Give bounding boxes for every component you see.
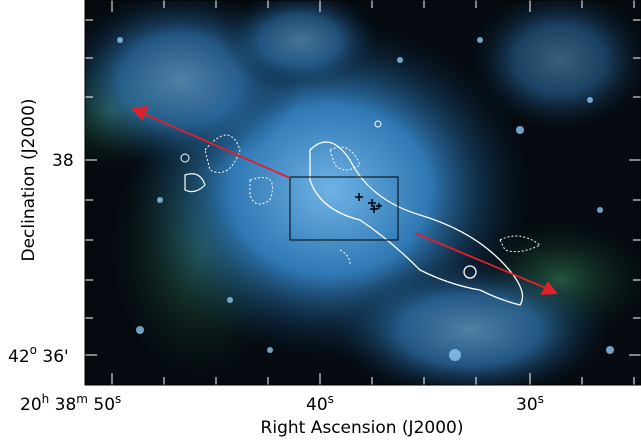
label-part: 38 [55, 395, 77, 415]
label-part: 20 [20, 395, 42, 415]
x-tick-label: 40s [306, 392, 334, 415]
sky-image [40, 0, 641, 400]
label-part: 50 [93, 395, 115, 415]
label-part: o [30, 343, 37, 357]
figure: 20h 38m 50s 40s 30s 38 42o 36' Right Asc… [0, 0, 641, 442]
label-part: 40 [306, 395, 328, 415]
label-part: 42 [8, 347, 30, 367]
y-tick-label: 42o 36' [8, 343, 69, 367]
label-part: s [538, 392, 544, 406]
x-tick-label: 20h 38m 50s [20, 392, 121, 415]
x-axis-label: Right Ascension (J2000) [261, 418, 464, 438]
y-tick-label: 38 [52, 151, 74, 171]
label-part: 36' [42, 347, 68, 367]
y-axis-label: Declination (J2000) [19, 98, 39, 261]
label-part: s [328, 392, 334, 406]
label-part: s [115, 392, 121, 406]
label-part: m [76, 392, 88, 406]
label-part: h [42, 392, 50, 406]
x-tick-label: 30s [516, 392, 544, 415]
label-part: 30 [516, 395, 538, 415]
label-part: 38 [52, 151, 74, 171]
